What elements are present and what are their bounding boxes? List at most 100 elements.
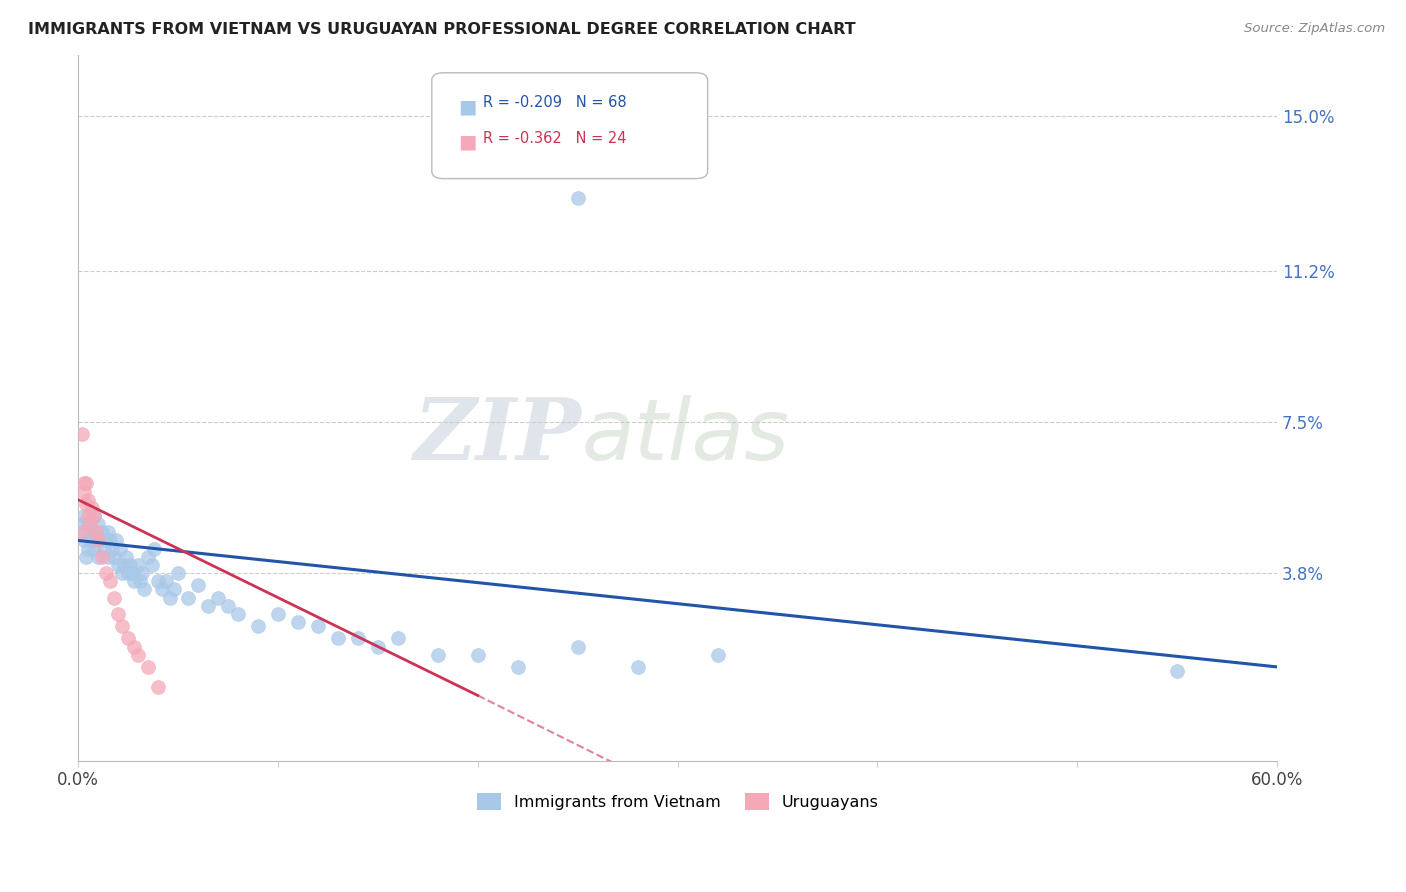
Point: [627, 660, 650, 674]
Point: [127, 558, 149, 572]
Point: [217, 599, 239, 613]
Point: [73, 508, 96, 523]
Point: [97, 525, 120, 540]
Point: [93, 541, 115, 556]
Point: [79, 517, 101, 532]
Point: [83, 541, 105, 556]
Point: [159, 591, 181, 605]
Point: [75, 525, 97, 540]
Point: [89, 533, 111, 548]
Point: [87, 549, 110, 564]
Point: [98, 533, 121, 548]
Point: [131, 566, 153, 581]
Point: [94, 566, 117, 581]
Point: [97, 549, 120, 564]
Point: [87, 533, 110, 548]
Point: [84, 525, 107, 540]
Text: R = -0.209   N = 68: R = -0.209 N = 68: [484, 95, 627, 111]
Point: [127, 648, 149, 662]
Text: atlas: atlas: [582, 394, 790, 477]
Point: [207, 591, 229, 605]
Point: [115, 549, 138, 564]
Point: [75, 476, 97, 491]
Point: [197, 599, 219, 613]
Point: [107, 558, 129, 572]
Text: Source: ZipAtlas.com: Source: ZipAtlas.com: [1244, 22, 1385, 36]
Point: [132, 582, 155, 597]
Point: [111, 619, 134, 633]
Point: [167, 566, 190, 581]
Point: [82, 533, 104, 548]
Point: [103, 591, 125, 605]
Point: [77, 492, 100, 507]
Point: [426, 648, 449, 662]
Text: ■: ■: [458, 97, 477, 117]
Point: [706, 648, 728, 662]
Point: [103, 549, 125, 564]
Point: [83, 508, 105, 523]
Point: [73, 533, 96, 548]
Point: [105, 533, 128, 548]
Legend: Immigrants from Vietnam, Uruguayans: Immigrants from Vietnam, Uruguayans: [471, 787, 884, 816]
Point: [136, 549, 159, 564]
Point: [77, 517, 100, 532]
Point: [70, 525, 93, 540]
Point: [122, 640, 145, 654]
Point: [75, 549, 97, 564]
Point: [567, 640, 589, 654]
Point: [108, 541, 131, 556]
Point: [367, 640, 389, 654]
Point: [467, 648, 489, 662]
Point: [163, 582, 186, 597]
Point: [94, 533, 117, 548]
Point: [143, 541, 166, 556]
Point: [567, 191, 589, 205]
Point: [387, 632, 409, 646]
Point: [107, 607, 129, 621]
Point: [141, 558, 163, 572]
Point: [122, 574, 145, 589]
Point: [77, 541, 100, 556]
Point: [155, 574, 177, 589]
Point: [246, 619, 269, 633]
Point: [87, 517, 110, 532]
Text: IMMIGRANTS FROM VIETNAM VS URUGUAYAN PROFESSIONAL DEGREE CORRELATION CHART: IMMIGRANTS FROM VIETNAM VS URUGUAYAN PRO…: [28, 22, 856, 37]
Point: [347, 632, 370, 646]
Point: [82, 500, 104, 515]
Point: [326, 632, 349, 646]
Point: [101, 541, 124, 556]
Point: [73, 484, 96, 499]
Point: [84, 525, 107, 540]
Point: [73, 476, 96, 491]
FancyBboxPatch shape: [432, 73, 707, 178]
Point: [146, 681, 169, 695]
Point: [187, 578, 209, 592]
Point: [112, 558, 135, 572]
Point: [177, 591, 200, 605]
Point: [83, 508, 105, 523]
Point: [146, 574, 169, 589]
Point: [77, 508, 100, 523]
Point: [136, 660, 159, 674]
Point: [117, 566, 139, 581]
Point: [91, 549, 114, 564]
Point: [307, 619, 329, 633]
Point: [287, 615, 309, 629]
Point: [98, 574, 121, 589]
Point: [226, 607, 249, 621]
Text: ■: ■: [458, 133, 477, 152]
Point: [121, 566, 143, 581]
Point: [75, 497, 97, 511]
Point: [506, 660, 529, 674]
Point: [267, 607, 290, 621]
Point: [111, 566, 134, 581]
Text: R = -0.362   N = 24: R = -0.362 N = 24: [484, 130, 627, 145]
Point: [120, 558, 142, 572]
Point: [1166, 664, 1188, 678]
Point: [150, 582, 173, 597]
Point: [70, 517, 93, 532]
Point: [129, 574, 152, 589]
Point: [117, 632, 139, 646]
Point: [70, 427, 93, 442]
Point: [91, 525, 114, 540]
